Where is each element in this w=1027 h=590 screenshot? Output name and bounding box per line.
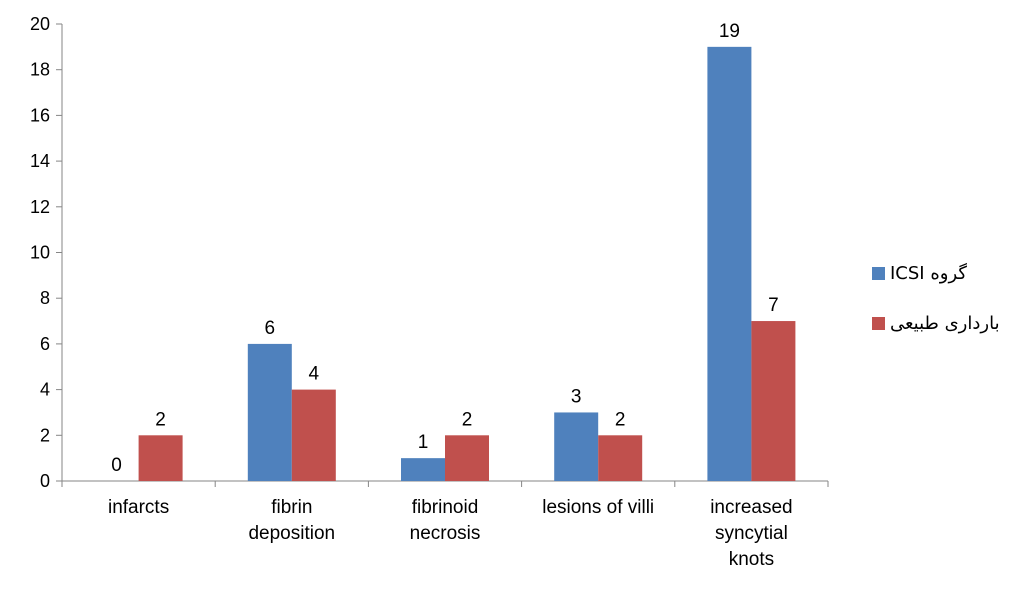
legend: گروه ICSI بارداری طبیعی (872, 262, 1000, 334)
data-label: 0 (111, 455, 122, 476)
y-tick-label: 4 (40, 380, 50, 400)
bar-series-2-cat-2 (291, 389, 336, 481)
category-label: fibrin deposition (248, 497, 335, 544)
bar-series-2-cat-4 (598, 435, 643, 481)
y-tick-label: 16 (30, 105, 50, 125)
y-tick-label: 0 (40, 471, 50, 491)
bar-series-2-cat-5 (751, 321, 796, 481)
y-tick-label: 2 (40, 425, 50, 445)
category-label: increased syncytial knots (710, 497, 792, 570)
y-tick-label: 12 (30, 197, 50, 217)
data-label: 19 (719, 21, 740, 42)
category-labels: infarcts fibrin deposition fibrinoid necrosi… (108, 497, 793, 570)
legend-swatch (872, 267, 885, 280)
data-label: 2 (615, 409, 626, 430)
bar-series-2-cat-3 (445, 435, 489, 481)
bar-series-1-cat-3 (401, 458, 445, 481)
bars (138, 46, 796, 481)
legend-swatch (872, 317, 885, 330)
category-label: infarcts (108, 497, 169, 518)
bar-series-1-cat-2 (247, 343, 292, 481)
data-label: 6 (265, 318, 276, 339)
data-label: 7 (768, 295, 779, 316)
data-labels: 0 2 6 4 1 2 3 2 19 7 (111, 21, 778, 476)
data-label: 3 (571, 386, 582, 407)
data-label: 4 (309, 364, 320, 385)
category-label: fibrinoid necrosis (410, 497, 481, 544)
bar-series-1-cat-4 (554, 412, 599, 481)
data-label: 1 (418, 432, 429, 453)
y-tick-label: 18 (30, 60, 50, 80)
data-label: 2 (462, 409, 473, 430)
data-label: 2 (155, 409, 166, 430)
y-tick-label: 8 (40, 288, 50, 308)
y-tick-label: 6 (40, 334, 50, 354)
category-label: lesions of villi (542, 497, 654, 518)
legend-label: گروه ICSI (890, 262, 967, 284)
legend-label: بارداری طبیعی (890, 313, 1000, 334)
y-tick-label: 14 (30, 151, 50, 171)
bar-series-2-cat-1 (138, 435, 183, 481)
bar-series-1-cat-5 (707, 46, 752, 481)
y-tick-label: 10 (30, 243, 50, 263)
x-axis (61, 480, 829, 487)
y-tick-label: 20 (30, 14, 50, 34)
y-axis: 0 2 4 6 8 10 12 14 16 18 20 (30, 14, 63, 491)
